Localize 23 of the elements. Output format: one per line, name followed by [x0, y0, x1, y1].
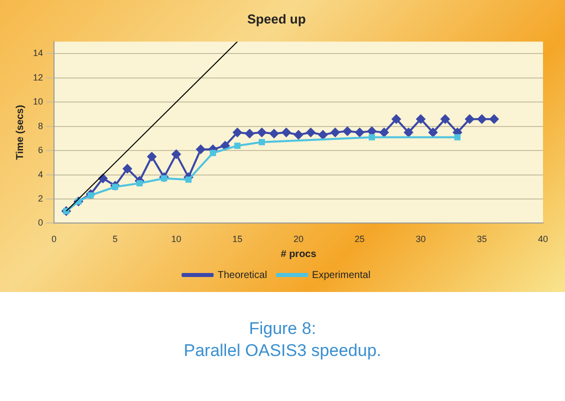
y-tick-label: 12 — [32, 72, 44, 82]
chart-title: Speed up — [247, 11, 306, 26]
x-tick-label: 5 — [112, 234, 118, 244]
x-tick-label: 25 — [354, 234, 365, 244]
y-tick-label: 14 — [32, 48, 44, 58]
x-tick-label: 20 — [294, 234, 304, 244]
y-tick-label: 0 — [38, 218, 44, 228]
x-tick-label: 15 — [232, 234, 242, 244]
legend-label: Experimental — [312, 270, 370, 281]
x-tick-label: 0 — [52, 234, 57, 244]
y-axis-title: Time (secs) — [14, 104, 26, 160]
y-tick-label: 2 — [38, 193, 44, 204]
y-tick-label: 10 — [32, 96, 44, 107]
y-tick-label: 6 — [38, 145, 44, 156]
x-tick-label: 40 — [538, 234, 548, 244]
x-axis-title: # procs — [280, 248, 317, 260]
x-tick-label: 10 — [171, 234, 182, 244]
y-tick-label: 8 — [38, 120, 44, 131]
legend-label: Theoretical — [218, 270, 268, 281]
x-tick-label: 30 — [416, 234, 426, 244]
caption: Figure 8: Parallel OASIS3 speedup. — [182, 318, 382, 362]
y-tick-label: 4 — [38, 169, 44, 180]
x-tick-label: 35 — [476, 234, 487, 244]
